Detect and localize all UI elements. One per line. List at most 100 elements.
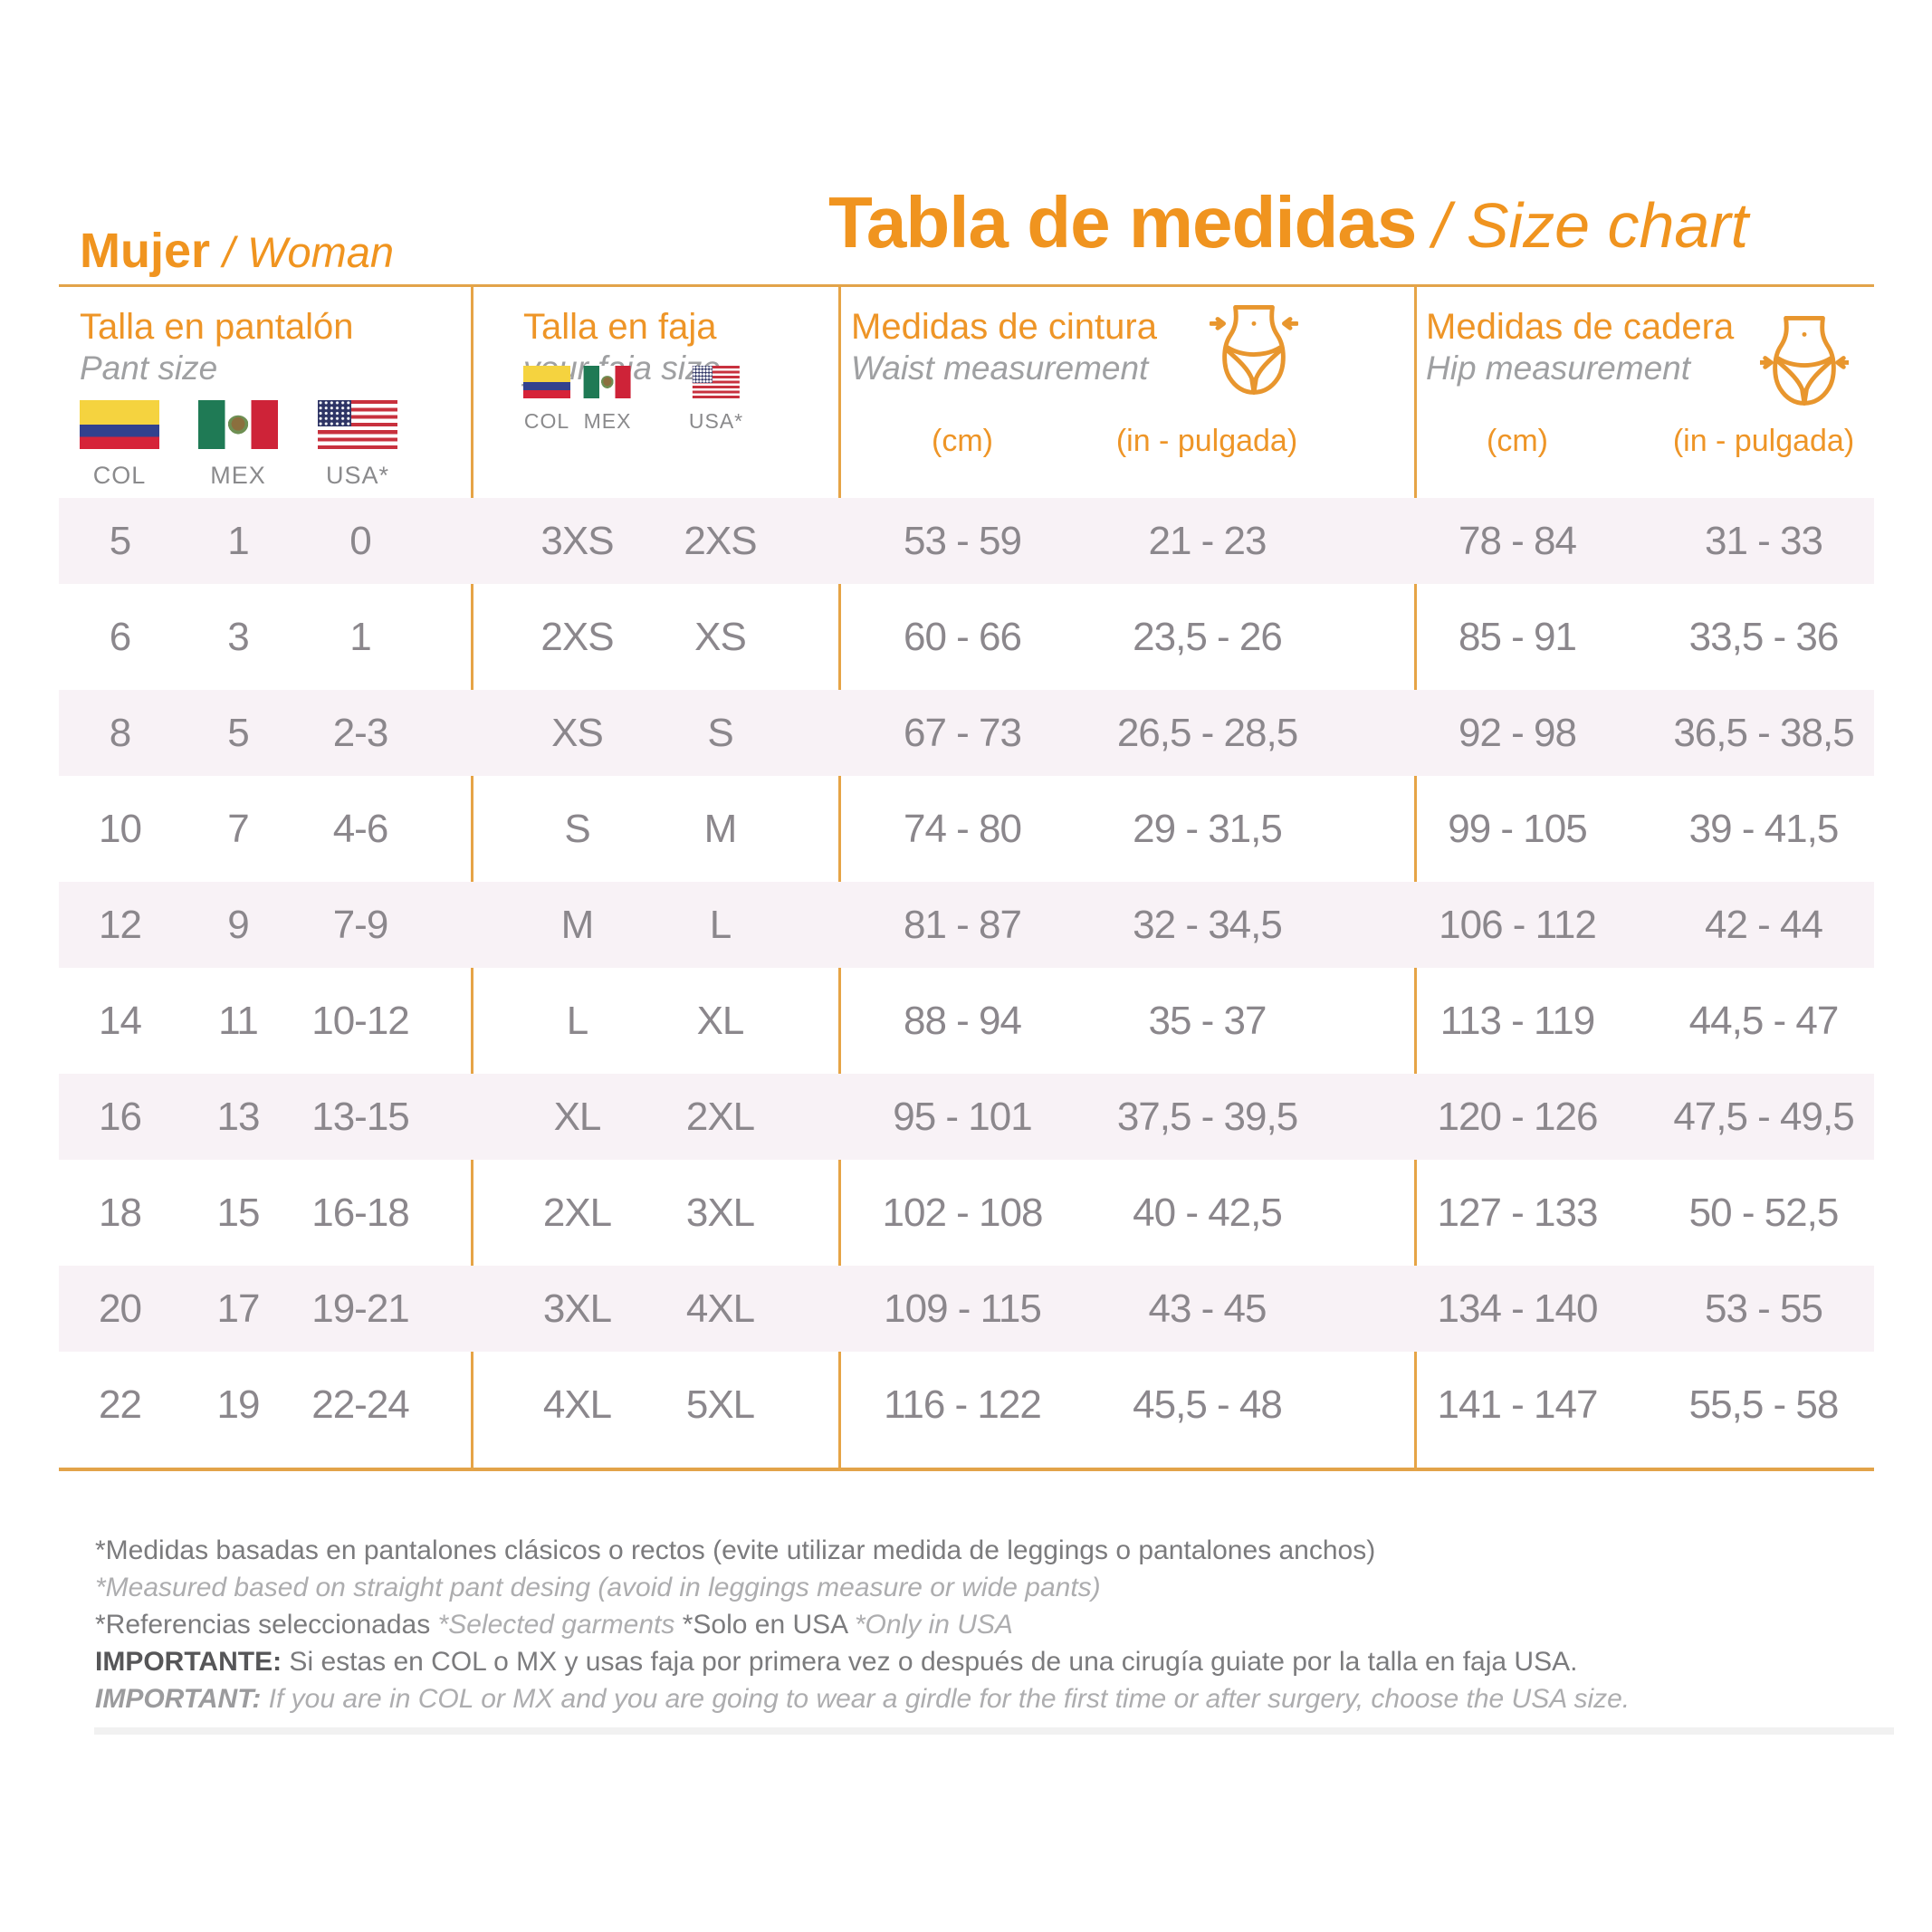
important-label-en: IMPORTANT: [95, 1684, 262, 1714]
cell-hip-in: 33,5 - 36 [1688, 614, 1840, 659]
cell-pant-usa: 7-9 [332, 902, 389, 947]
cell-hip-cm: 134 - 140 [1437, 1286, 1599, 1331]
usa-flag-icon [318, 400, 397, 449]
table-border-top [59, 284, 1874, 287]
note-important-en: IMPORTANT: If you are in COL or MX and y… [95, 1680, 1630, 1717]
flag-label: MEX [583, 409, 632, 433]
cell-faja-colmex: S [564, 806, 590, 851]
size-row: 22 19 22-24 4XL 5XL 116 - 122 45,5 - 48 141 - 1… [59, 1362, 1874, 1448]
cell-waist-cm: 109 - 115 [884, 1286, 1042, 1331]
cell-waist-in: 29 - 31,5 [1133, 806, 1283, 851]
title-size-chart: Size chart [1466, 190, 1749, 261]
cell-faja-usa: L [709, 902, 732, 947]
cell-waist-in: 35 - 37 [1148, 998, 1267, 1043]
faja-flag-mexico: MEX [584, 366, 632, 434]
cell-pant-usa: 2-3 [332, 710, 389, 755]
cell-hip-cm: 85 - 91 [1459, 614, 1577, 659]
cell-waist-in: 43 - 45 [1148, 1286, 1267, 1331]
cell-faja-usa: S [707, 710, 733, 755]
cell-pant-usa: 1 [349, 614, 371, 659]
title-separator: / [1432, 190, 1450, 261]
cell-pant-col: 6 [109, 614, 131, 659]
cell-waist-cm: 88 - 94 [904, 998, 1022, 1043]
cell-pant-col: 22 [99, 1382, 142, 1427]
flag-label: USA* [325, 462, 390, 489]
cell-pant-mex: 5 [227, 710, 249, 755]
note-references-es: *Referencias seleccionadas [95, 1610, 438, 1640]
cell-hip-cm: 120 - 126 [1437, 1094, 1599, 1139]
cell-faja-usa: 3XL [685, 1190, 755, 1235]
title-separator: / [223, 228, 235, 276]
cell-pant-col: 16 [99, 1094, 142, 1139]
cell-waist-cm: 81 - 87 [904, 902, 1022, 947]
waist-title-en: Waist measurement [851, 349, 1149, 387]
cell-pant-mex: 17 [216, 1286, 261, 1331]
cell-faja-colmex: 2XS [540, 614, 614, 659]
cell-hip-in: 36,5 - 38,5 [1673, 710, 1854, 755]
column-header-hip: Medidas de cadera Hip measurement [1426, 306, 1734, 389]
size-row: 5 1 0 3XS 2XS 53 - 59 21 - 23 78 - 84 31 - 33 [59, 498, 1874, 584]
cell-pant-mex: 19 [216, 1382, 261, 1427]
cell-pant-col: 10 [99, 806, 142, 851]
size-row: 6 3 1 2XS XS 60 - 66 23,5 - 26 85 - 91 33,5 - 36 [59, 594, 1874, 680]
flag-label: COL [92, 462, 147, 489]
cell-waist-cm: 67 - 73 [904, 710, 1022, 755]
cell-pant-col: 20 [99, 1286, 142, 1331]
cell-faja-colmex: M [560, 902, 595, 947]
title-mujer: Mujer [80, 224, 211, 278]
cell-faja-usa: 2XL [685, 1094, 755, 1139]
cell-faja-colmex: L [566, 998, 588, 1043]
size-row: 20 17 19-21 3XL 4XL 109 - 115 43 - 45 134 - 140… [59, 1266, 1874, 1352]
cell-pant-col: 8 [109, 710, 131, 755]
cell-faja-colmex: 3XS [540, 518, 614, 563]
pant-flag-colombia: COL [80, 400, 159, 490]
flag-label: MEX [210, 462, 266, 489]
cell-pant-mex: 15 [216, 1190, 261, 1235]
footer-notes: *Medidas basadas en pantalones clásicos … [95, 1532, 1630, 1717]
cell-faja-usa: 5XL [685, 1382, 755, 1427]
cell-faja-colmex: XL [553, 1094, 602, 1139]
cell-faja-usa: 4XL [685, 1286, 755, 1331]
mexico-flag-icon [584, 366, 631, 398]
cell-hip-cm: 127 - 133 [1437, 1190, 1599, 1235]
cell-pant-mex: 13 [216, 1094, 261, 1139]
pant-flag-usa: USA* [318, 400, 397, 490]
hip-unit-cm: (cm) [1487, 424, 1548, 458]
cell-pant-usa: 0 [349, 518, 371, 563]
colombia-flag-icon [80, 400, 159, 449]
title-tabla-de-medidas: Tabla de medidas [828, 182, 1417, 263]
page-title-woman: Mujer / Woman [80, 223, 394, 279]
cell-faja-colmex: 4XL [542, 1382, 612, 1427]
cell-faja-usa: M [703, 806, 738, 851]
note-usa-only-en: *Only in USA [854, 1610, 1013, 1640]
cell-faja-usa: XL [696, 998, 745, 1043]
title-woman: Woman [247, 228, 395, 276]
column-header-pant-size: Talla en pantalón Pant size [80, 306, 353, 389]
faja-flag-usa: USA* [689, 366, 743, 434]
note-pant-measure-es: *Medidas basadas en pantalones clásicos … [95, 1535, 1376, 1565]
cell-faja-colmex: XS [551, 710, 604, 755]
cell-pant-mex: 11 [218, 998, 259, 1043]
size-row: 18 15 16-18 2XL 3XL 102 - 108 40 - 42,5 127 - 1… [59, 1170, 1874, 1256]
cell-hip-in: 31 - 33 [1705, 518, 1823, 563]
size-row: 8 5 2-3 XS S 67 - 73 26,5 - 28,5 92 - 98 36,5 - … [59, 690, 1874, 776]
cell-pant-mex: 1 [227, 518, 249, 563]
pant-size-title-es: Talla en pantalón [80, 307, 354, 347]
important-label-es: IMPORTANTE: [95, 1647, 282, 1677]
cell-pant-usa: 10-12 [311, 998, 410, 1043]
hip-measurement-icon [1760, 316, 1849, 406]
page-title-main: Tabla de medidas / Size chart [828, 181, 1748, 264]
cell-pant-mex: 9 [227, 902, 249, 947]
size-table-body: 5 1 0 3XS 2XS 53 - 59 21 - 23 78 - 84 31 - 33 6 3 1… [59, 498, 1874, 1458]
hip-unit-inches: (in - pulgada) [1672, 424, 1855, 458]
cell-faja-colmex: 2XL [542, 1190, 612, 1235]
cell-pant-usa: 4-6 [332, 806, 389, 851]
cell-waist-cm: 74 - 80 [904, 806, 1022, 851]
waist-title-es: Medidas de cintura [851, 307, 1157, 347]
cell-pant-usa: 19-21 [311, 1286, 410, 1331]
hip-title-es: Medidas de cadera [1426, 307, 1735, 347]
cell-pant-col: 12 [99, 902, 142, 947]
waist-unit-inches: (in - pulgada) [1115, 424, 1298, 458]
flag-label: USA* [688, 409, 744, 433]
